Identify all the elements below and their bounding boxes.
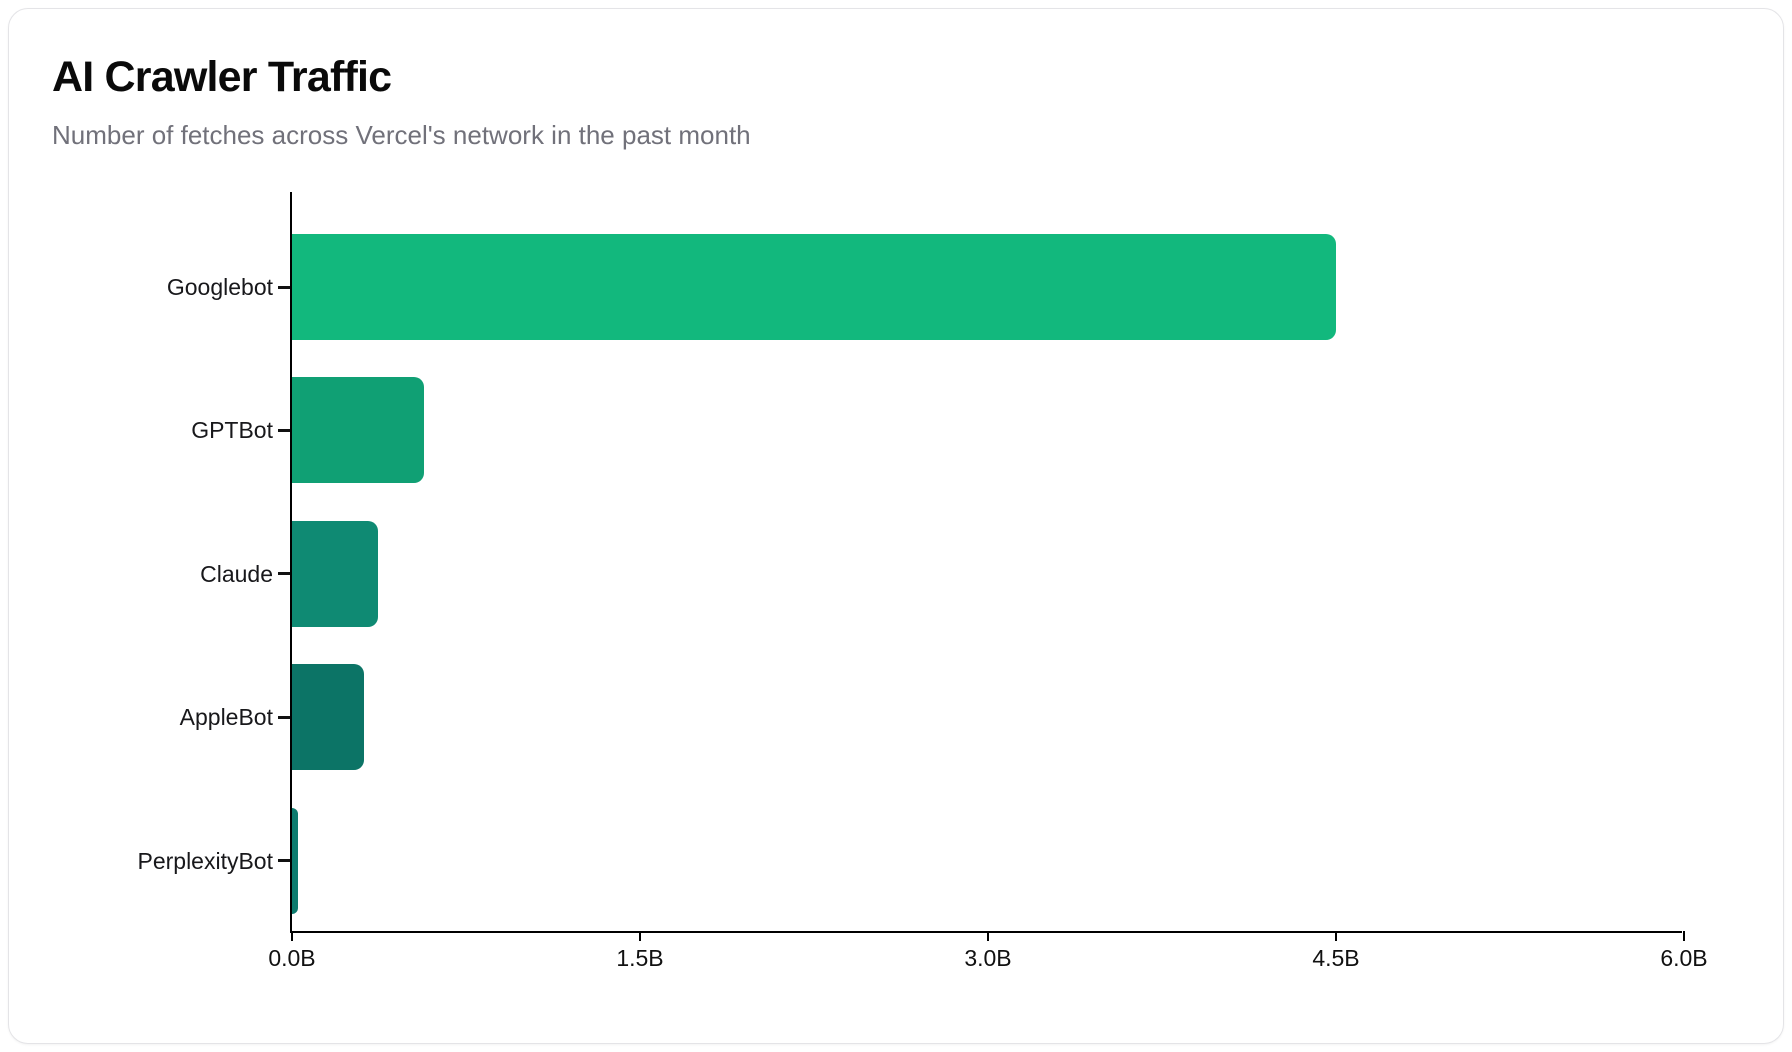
category-tick <box>278 428 290 432</box>
category-label-gptbot: GPTBot <box>191 417 273 444</box>
x-tick-label: 3.0B <box>964 945 1012 971</box>
category-tick <box>278 715 290 719</box>
bar-gptbot[interactable] <box>292 377 425 484</box>
x-tick-label: 0.0B <box>268 945 316 971</box>
x-tick-label: 4.5B <box>1312 945 1360 971</box>
bar-applebot[interactable] <box>292 664 364 771</box>
category-tick <box>278 285 290 289</box>
bar-googlebot[interactable] <box>292 234 1336 340</box>
x-axis-tick <box>987 931 989 941</box>
category-tick <box>278 859 290 863</box>
x-tick-label: 1.5B <box>616 945 664 971</box>
plot-area: Googlebot GPTBot Claude AppleBot PerplexityB… <box>137 192 1708 971</box>
category-label-perplexitybot: PerplexityBot <box>137 847 273 874</box>
x-axis-tick <box>639 931 641 941</box>
category-label-applebot: AppleBot <box>179 704 273 731</box>
chart-title: AI Crawler Traffic <box>52 53 392 101</box>
category-tick <box>278 572 290 576</box>
x-tick-label: 6.0B <box>1660 945 1708 971</box>
bar-perplexitybot[interactable] <box>292 807 298 914</box>
bar-claude[interactable] <box>292 520 378 627</box>
category-label-googlebot: Googlebot <box>166 274 273 300</box>
chart-subtitle: Number of fetches across Vercel's networ… <box>52 120 751 150</box>
x-axis-tick <box>1683 931 1685 941</box>
x-axis-tick <box>291 931 293 941</box>
category-label-claude: Claude <box>200 560 273 587</box>
x-axis-tick <box>1335 931 1337 941</box>
